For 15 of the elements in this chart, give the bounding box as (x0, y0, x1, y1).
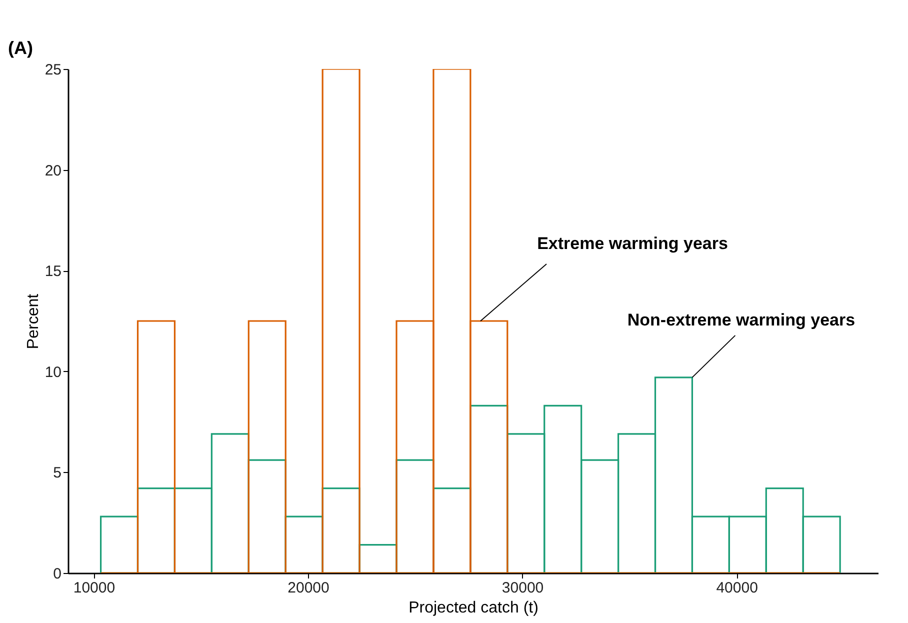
y-tick-label: 0 (53, 566, 62, 582)
x-tick-label: 10000 (73, 580, 116, 596)
chart-title: (A) (8, 38, 33, 58)
x-axis-title: Projected catch (t) (408, 600, 538, 616)
annotation: Non-extreme warming years (627, 310, 856, 330)
y-tick-label: 15 (44, 263, 62, 280)
y-tick-label: 5 (53, 464, 62, 482)
y-tick-label: 20 (44, 162, 62, 180)
x-tick-label: 30000 (502, 580, 544, 596)
y-tick-label: 10 (44, 364, 62, 381)
x-tick-label: 20000 (288, 580, 330, 596)
x-tick-label: 40000 (716, 580, 758, 596)
annotation: Extreme warming years (537, 234, 728, 253)
y-tick-label: 25 (44, 62, 62, 78)
y-axis-title: Percent (24, 293, 42, 350)
